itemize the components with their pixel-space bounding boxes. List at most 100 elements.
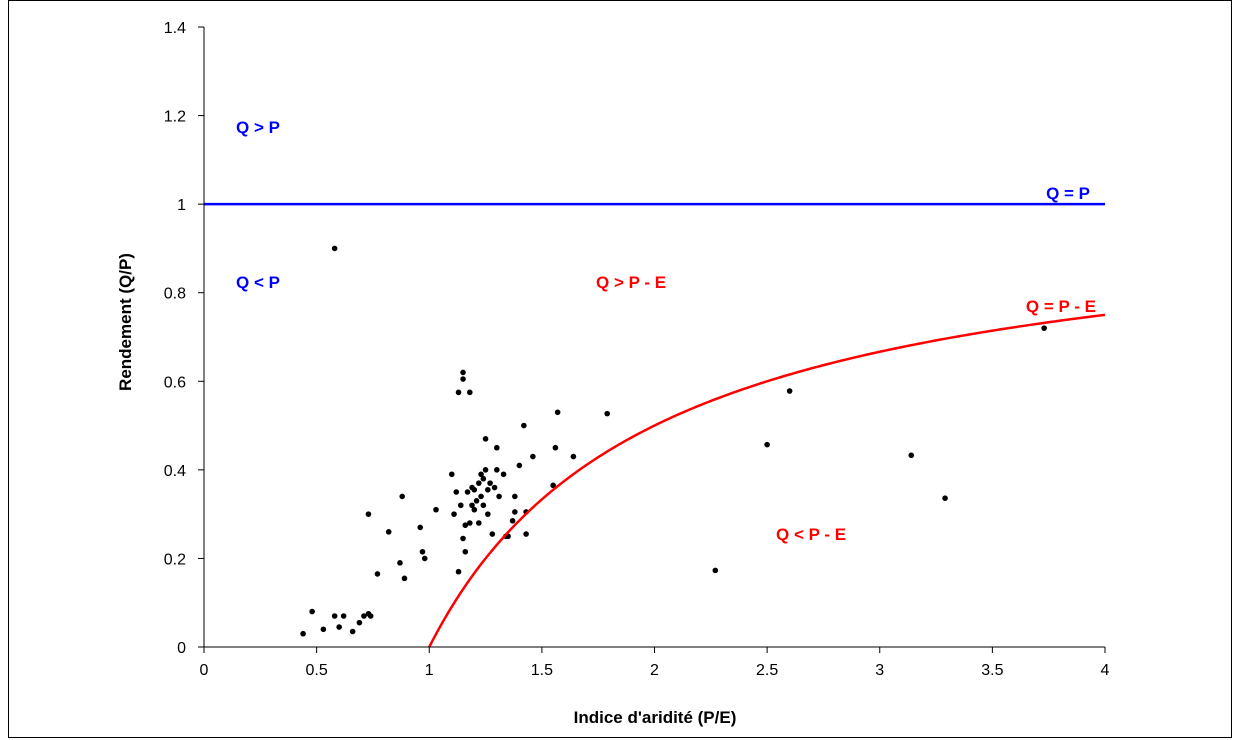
data-point	[399, 494, 405, 500]
data-point	[490, 531, 496, 537]
data-point	[476, 520, 482, 526]
y-tick-label: 1.4	[164, 20, 186, 37]
y-tick-label: 0.8	[164, 286, 186, 303]
data-point	[357, 620, 363, 626]
data-point	[501, 471, 507, 477]
data-point	[1041, 325, 1047, 331]
data-point	[386, 529, 392, 535]
data-point	[433, 507, 439, 513]
data-point	[458, 502, 464, 508]
data-point	[456, 390, 462, 396]
data-point	[478, 494, 484, 500]
x-tick-label: 3.5	[981, 662, 1003, 679]
data-point	[465, 489, 471, 495]
y-tick-label: 1.2	[164, 109, 186, 126]
data-point	[451, 511, 457, 517]
data-point	[321, 626, 327, 632]
x-tick-label: 2.5	[756, 662, 778, 679]
data-point	[350, 629, 356, 635]
annotation-q-lt-p: Q < P	[236, 273, 280, 292]
data-point	[492, 485, 498, 491]
data-point	[481, 502, 487, 508]
y-axis-title: Rendement (Q/P)	[116, 253, 135, 391]
data-point	[764, 442, 770, 448]
y-tick-label: 0.6	[164, 374, 186, 391]
lines-layer	[204, 204, 1105, 647]
data-point	[300, 631, 306, 637]
ticks-layer: 0 0.2 0.4 0.6 0.8 1 1.2 1.4 0 0.5 1 1.5 2 2.5 3 3.5 4	[164, 20, 1110, 679]
annotation-q-gt-pe: Q > P - E	[596, 273, 666, 292]
data-point	[462, 549, 468, 555]
data-point	[402, 576, 408, 582]
data-point	[487, 480, 493, 486]
data-point	[375, 571, 381, 577]
data-point	[449, 471, 455, 477]
annotation-q-eq-pe: Q = P - E	[1026, 297, 1096, 316]
y-tick-label: 0.4	[164, 463, 186, 480]
data-point	[460, 376, 466, 382]
data-point	[485, 511, 491, 517]
x-tick-label: 0	[200, 662, 209, 679]
data-point	[483, 436, 489, 442]
curve-q-eq-p-minus-e	[429, 315, 1105, 647]
data-point	[553, 445, 559, 451]
data-point	[604, 411, 610, 417]
x-tick-label: 1.5	[531, 662, 553, 679]
data-point	[474, 498, 480, 504]
annotation-q-eq-p: Q = P	[1046, 184, 1090, 203]
data-point	[422, 556, 428, 562]
annotation-q-gt-p: Q > P	[236, 118, 280, 137]
data-point	[517, 463, 523, 469]
data-point	[472, 487, 478, 493]
points-layer	[300, 246, 1047, 637]
x-axis-title: Indice d'aridité (P/E)	[574, 708, 737, 727]
data-point	[908, 452, 914, 458]
data-point	[787, 388, 793, 394]
data-point	[713, 568, 719, 574]
data-point	[485, 487, 491, 493]
y-tick-label: 1	[177, 197, 186, 214]
data-point	[555, 409, 561, 415]
data-point	[521, 423, 527, 429]
data-point	[512, 509, 518, 515]
data-point	[332, 613, 338, 619]
y-tick-label: 0.2	[164, 551, 186, 568]
x-tick-label: 1	[425, 662, 434, 679]
data-point	[510, 518, 516, 524]
data-point	[460, 536, 466, 542]
data-point	[309, 609, 315, 615]
data-point	[476, 480, 482, 486]
data-point	[460, 370, 466, 376]
data-point	[523, 531, 529, 537]
data-point	[332, 246, 338, 252]
data-point	[417, 525, 423, 531]
data-point	[942, 495, 948, 501]
data-point	[397, 560, 403, 566]
data-point	[467, 520, 473, 526]
data-point	[366, 511, 372, 517]
data-point	[336, 624, 342, 630]
data-point	[368, 613, 374, 619]
data-point	[530, 454, 536, 460]
x-tick-label: 0.5	[306, 662, 328, 679]
data-point	[472, 507, 478, 513]
x-tick-label: 4	[1101, 662, 1110, 679]
data-point	[456, 569, 462, 575]
x-tick-label: 2	[650, 662, 659, 679]
data-point	[512, 494, 518, 500]
data-point	[483, 467, 489, 473]
data-point	[341, 613, 347, 619]
data-point	[571, 454, 577, 460]
data-point	[420, 549, 426, 555]
data-point	[494, 445, 500, 451]
y-tick-label: 0	[177, 640, 186, 657]
data-point	[467, 390, 473, 396]
annotation-q-lt-pe: Q < P - E	[776, 525, 846, 544]
x-tick-label: 3	[875, 662, 884, 679]
data-point	[481, 476, 487, 482]
data-point	[494, 467, 500, 473]
axes-layer	[204, 27, 1105, 647]
data-point	[496, 494, 502, 500]
data-point	[453, 489, 459, 495]
